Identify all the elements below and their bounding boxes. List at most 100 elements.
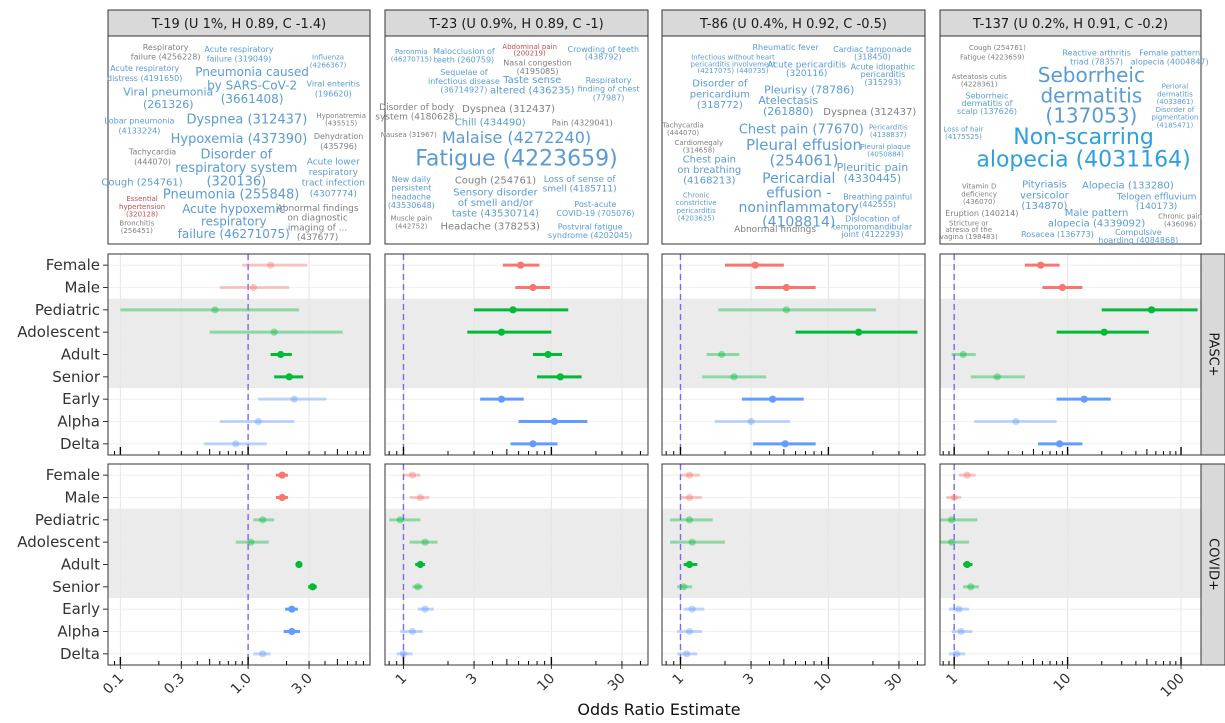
point-estimate [399, 650, 408, 658]
word-cloud-term: Acute hypoxemic [182, 202, 285, 216]
word-cloud-term: (46270715) [391, 56, 432, 64]
x-tick-label: 1 [670, 671, 688, 689]
panel-pasc [939, 253, 1202, 456]
word-cloud-term: Hyponatremia [316, 112, 366, 120]
word-cloud-term: Cough (254761) [455, 176, 536, 187]
word-cloud-term: Alopecia (133280) [1082, 181, 1174, 192]
word-cloud-term: Viral enteritis [307, 80, 361, 89]
x-tick-label: 3 [740, 671, 758, 689]
word-cloud-term: Pleuritic pain [837, 161, 909, 174]
row-label: Male [64, 489, 100, 507]
word-cloud-term: pigmentation [1151, 114, 1198, 122]
word-cloud-term: teeth (260759) [434, 55, 495, 64]
word-cloud-term: Chest pain [683, 154, 736, 165]
word-cloud-term: (4033861) [1157, 98, 1194, 106]
word-cloud-term: atresia of the [945, 226, 992, 234]
point-estimate [285, 373, 293, 381]
x-tick-label: 1.0 [228, 671, 255, 698]
point-estimate [781, 440, 789, 448]
panel-pasc [107, 253, 371, 456]
point-estimate [950, 493, 958, 502]
word-cloud-term: syndrome (4202045) [548, 231, 632, 240]
row-label: Pediatric [35, 301, 100, 319]
word-cloud-term: on diagnostic [287, 214, 347, 224]
point-estimate [259, 516, 267, 524]
row-strip-label: COVID+ [1206, 538, 1221, 591]
word-cloud-term: Infectious without heart [691, 54, 775, 62]
word-cloud-term: pericarditis involvement [691, 60, 776, 68]
panel-pasc [384, 253, 649, 456]
word-cloud-term: Tachycardia [128, 148, 176, 157]
word-cloud-term: (444070) [134, 157, 171, 166]
point-estimate [967, 583, 975, 591]
word-cloud-term: Respiratory [143, 43, 189, 52]
word-cloud-term: (4138837) [870, 131, 907, 139]
x-tick-label: 0.3 [161, 671, 188, 698]
point-estimate [232, 440, 240, 448]
word-cloud-term: failure (319049) [207, 55, 272, 64]
word-cloud-term: Acute respiratory [204, 45, 273, 54]
point-estimate [550, 417, 559, 426]
word-cloud-term: Telogen effluvium [1116, 192, 1197, 202]
panel-border [661, 253, 926, 456]
point-estimate [782, 283, 790, 292]
point-estimate [685, 560, 694, 569]
x-tick-label: 0.1 [100, 671, 127, 698]
word-cloud-term: (435796) [320, 142, 357, 151]
word-cloud-term: failure (4256228) [131, 53, 201, 62]
point-estimate [685, 471, 694, 479]
point-estimate [751, 261, 759, 269]
point-estimate [288, 605, 296, 613]
word-cloud-term: Chest pain (77670) [739, 122, 864, 137]
point-estimate [1080, 395, 1088, 403]
word-cloud-term: altered (436235) [490, 86, 575, 97]
word-cloud-term: Respiratory [586, 76, 632, 85]
word-cloud-term: persistent [391, 184, 431, 193]
word-cloud-term: Compulsive [1115, 228, 1162, 237]
word-cloud-term: Pleural effusion [746, 136, 862, 154]
word-cloud-term: (4217075) (440735) [697, 67, 768, 75]
word-cloud: Cough (254761) Fatigue (4223659) Reactive … [940, 44, 1209, 245]
word-cloud-term: Cardiac tamponade [833, 45, 912, 54]
word-cloud-term: Pityriasis [1022, 180, 1067, 191]
point-estimate [1100, 328, 1108, 336]
facet-title: T-23 (U 0.9%, H 0.89, C -1) [428, 17, 603, 32]
word-cloud-term: deficiency [961, 190, 997, 198]
point-estimate [277, 350, 285, 359]
x-tick-label: 100 [1158, 671, 1188, 701]
row-label: Male [64, 279, 100, 297]
row-label: Alpha [57, 413, 100, 431]
word-cloud-term: Asteatosis cutis [952, 73, 1007, 81]
point-estimate [680, 583, 688, 591]
word-cloud-term: Seborrheic [966, 91, 1009, 100]
row-label: Female [46, 466, 100, 484]
word-cloud-term: (4175525) [945, 133, 982, 141]
word-cloud-term: Taste sense [502, 75, 561, 86]
word-cloud-term: hypertension [119, 203, 165, 211]
point-estimate [309, 583, 317, 591]
word-cloud-term: Headache (378253) [440, 221, 540, 232]
x-axis-title: Odds Ratio Estimate [577, 700, 740, 719]
word-cloud-term: respiratory system [175, 161, 297, 176]
x-tick-label: 10 [534, 671, 558, 695]
word-cloud-term: Dehydration [314, 132, 363, 141]
word-cloud-term: Eruption (140214) [945, 209, 1018, 218]
word-cloud-term: (4185471) [1157, 121, 1194, 129]
word-cloud-term: (315293) [865, 78, 902, 87]
word-cloud-term: Acute respiratory [110, 64, 179, 73]
facet-strip [661, 9, 926, 37]
word-cloud-term: (444070) [667, 129, 699, 137]
point-estimate [288, 627, 296, 636]
word-cloud-term: Hypoxemia (437390) [171, 132, 308, 147]
point-estimate [952, 650, 961, 658]
word-cloud-term: smell (4185711) [543, 185, 617, 195]
word-cloud-term: Dyspnea (312437) [186, 113, 307, 128]
point-estimate [497, 395, 506, 403]
x-tick-label: 1 [393, 671, 411, 689]
word-cloud-panel [661, 35, 926, 245]
word-cloud-term: Cough (254761) [101, 178, 182, 189]
row-strip [1200, 253, 1225, 456]
word-cloud-term: failure (46271075) [178, 227, 290, 241]
